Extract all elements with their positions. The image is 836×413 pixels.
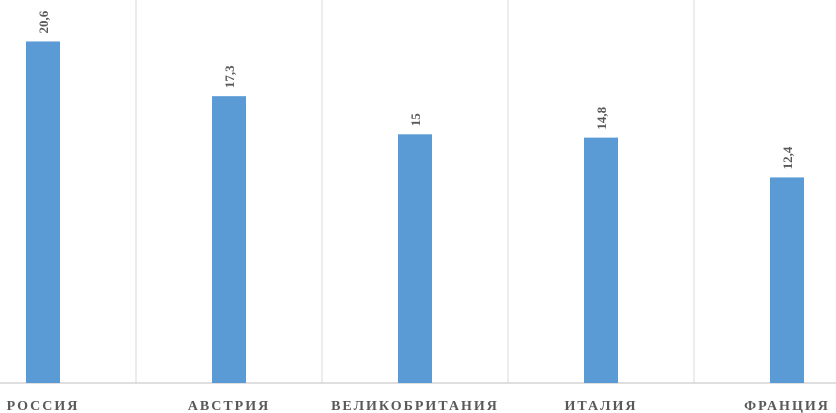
bar <box>212 96 246 383</box>
bar <box>398 134 432 383</box>
category-labels: РОССИЯ АВСТРИЯ ВЕЛИКОБРИТАНИЯ ИТАЛИЯ ФРАНЦИЯ <box>7 399 830 413</box>
bar <box>26 41 60 384</box>
data-label: 12,4 <box>780 146 795 169</box>
data-label: 17,3 <box>222 65 237 88</box>
category-label: ВЕЛИКОБРИТАНИЯ <box>331 399 499 413</box>
bar <box>770 177 804 383</box>
category-label: АВСТРИЯ <box>188 399 270 413</box>
data-labels: 20,6 17,3 15 14,8 12,4 <box>36 10 795 169</box>
category-label: ИТАЛИЯ <box>564 399 637 413</box>
data-label: 20,6 <box>36 10 51 33</box>
bar <box>584 137 618 383</box>
bars <box>26 41 804 384</box>
category-label: ФРАНЦИЯ <box>744 399 830 413</box>
data-label: 14,8 <box>594 106 609 129</box>
grid-lines <box>135 0 695 383</box>
data-label: 15 <box>408 113 423 127</box>
category-label: РОССИЯ <box>7 399 80 413</box>
